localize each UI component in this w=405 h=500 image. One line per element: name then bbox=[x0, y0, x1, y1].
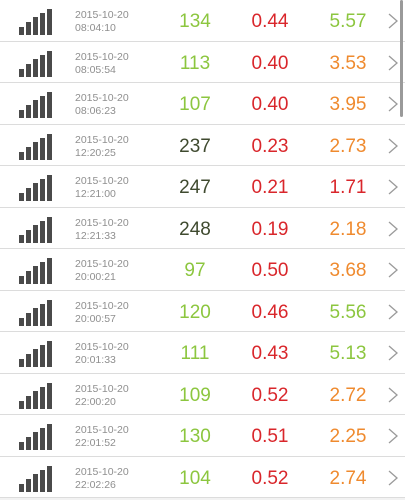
row-time: 20:00:21 bbox=[75, 271, 116, 283]
chevron-right-icon[interactable] bbox=[386, 470, 400, 486]
row-value-2: 0.21 bbox=[251, 177, 289, 198]
chevron-right-icon[interactable] bbox=[386, 262, 400, 278]
row-value-2: 0.40 bbox=[251, 94, 289, 115]
list-item[interactable]: 2015-10-20 08:05:54 113 0.40 3.53 bbox=[0, 41, 405, 83]
row-time: 22:01:52 bbox=[75, 437, 116, 449]
row-value-1: 97 bbox=[184, 260, 206, 281]
row-date: 2015-10-20 bbox=[75, 424, 129, 436]
row-value-1: 107 bbox=[179, 94, 211, 115]
list-item[interactable]: 2015-10-20 20:00:21 97 0.50 3.68 bbox=[0, 249, 405, 291]
row-time: 22:00:20 bbox=[75, 395, 116, 408]
chevron-right-icon[interactable] bbox=[386, 55, 400, 71]
row-value-1: 247 bbox=[179, 177, 211, 198]
scrollbar[interactable] bbox=[400, 0, 403, 117]
chevron-right-icon[interactable] bbox=[386, 345, 400, 361]
chevron-right-icon[interactable] bbox=[386, 304, 400, 320]
signal-bars-icon bbox=[19, 465, 53, 492]
row-value-3: 5.56 bbox=[329, 301, 367, 323]
row-date: 2015-10-20 bbox=[75, 133, 129, 146]
row-value-1: 104 bbox=[179, 467, 211, 489]
list-item[interactable]: 2015-10-20 12:21:00 247 0.21 1.71 bbox=[0, 166, 405, 208]
row-value-2: 0.50 bbox=[251, 260, 289, 281]
row-value-2: 0.23 bbox=[251, 135, 289, 157]
chevron-right-icon[interactable] bbox=[386, 96, 400, 112]
list-item[interactable]: 2015-10-20 12:20:25 237 0.23 2.73 bbox=[0, 124, 405, 166]
row-date: 2015-10-20 bbox=[75, 9, 129, 21]
chevron-right-icon[interactable] bbox=[386, 179, 400, 195]
row-value-2: 0.52 bbox=[251, 467, 289, 489]
row-value-2: 0.51 bbox=[251, 426, 289, 447]
row-value-1: 111 bbox=[180, 343, 210, 364]
row-time: 22:02:26 bbox=[75, 478, 116, 491]
list-item[interactable]: 2015-10-20 22:01:52 130 0.51 2.25 bbox=[0, 415, 405, 457]
row-value-3: 5.57 bbox=[329, 11, 367, 32]
row-date: 2015-10-20 bbox=[75, 175, 129, 187]
row-date: 2015-10-20 bbox=[75, 465, 129, 478]
row-date: 2015-10-20 bbox=[75, 299, 129, 312]
row-value-3: 3.68 bbox=[329, 260, 367, 281]
row-value-2: 0.52 bbox=[251, 384, 289, 406]
row-value-3: 5.13 bbox=[329, 343, 367, 364]
signal-bars-icon bbox=[19, 424, 53, 450]
row-value-3: 2.74 bbox=[329, 467, 367, 489]
chevron-right-icon[interactable] bbox=[386, 221, 400, 237]
row-date: 2015-10-20 bbox=[75, 216, 129, 229]
row-date: 2015-10-20 bbox=[75, 382, 129, 395]
row-value-1: 120 bbox=[179, 301, 211, 323]
row-time: 20:00:57 bbox=[75, 312, 116, 325]
signal-bars-icon bbox=[19, 133, 53, 160]
signal-bars-icon bbox=[19, 382, 53, 409]
signal-bars-icon bbox=[19, 299, 53, 326]
row-time: 08:04:10 bbox=[75, 22, 116, 34]
row-value-2: 0.46 bbox=[251, 301, 289, 323]
row-value-1: 237 bbox=[179, 135, 211, 157]
list-item[interactable]: 2015-10-20 12:21:33 248 0.19 2.18 bbox=[0, 207, 405, 249]
chevron-right-icon[interactable] bbox=[386, 428, 400, 444]
row-value-1: 248 bbox=[179, 218, 211, 240]
row-date: 2015-10-20 bbox=[75, 92, 129, 104]
list-item[interactable]: 2015-10-20 22:00:20 109 0.52 2.72 bbox=[0, 373, 405, 415]
row-value-1: 109 bbox=[179, 384, 211, 406]
list-item[interactable]: 2015-10-20 20:00:57 120 0.46 5.56 bbox=[0, 290, 405, 332]
list-item[interactable]: 2015-10-20 20:01:33 111 0.43 5.13 bbox=[0, 332, 405, 374]
chevron-right-icon[interactable] bbox=[386, 138, 400, 154]
signal-bars-icon bbox=[19, 216, 53, 243]
row-time: 08:06:23 bbox=[75, 105, 116, 117]
row-value-1: 130 bbox=[179, 426, 211, 447]
row-value-2: 0.43 bbox=[251, 343, 289, 364]
row-date: 2015-10-20 bbox=[75, 341, 129, 353]
row-value-2: 0.40 bbox=[251, 52, 289, 74]
list-item[interactable]: 2015-10-20 08:04:10 134 0.44 5.57 bbox=[0, 0, 405, 42]
row-value-3: 3.53 bbox=[329, 52, 367, 74]
chevron-right-icon[interactable] bbox=[386, 13, 400, 29]
row-time: 08:05:54 bbox=[75, 63, 116, 76]
row-value-1: 134 bbox=[179, 11, 211, 32]
row-time: 20:01:33 bbox=[75, 354, 116, 366]
row-time: 12:20:25 bbox=[75, 146, 116, 159]
list-item[interactable]: 2015-10-20 22:02:26 104 0.52 2.74 bbox=[0, 456, 405, 498]
row-value-3: 3.95 bbox=[329, 94, 367, 115]
row-time: 12:21:00 bbox=[75, 188, 116, 200]
row-value-2: 0.19 bbox=[251, 218, 289, 240]
row-value-3: 2.72 bbox=[329, 384, 367, 406]
signal-bars-icon bbox=[19, 9, 53, 35]
row-value-3: 2.25 bbox=[329, 426, 367, 447]
row-value-1: 113 bbox=[179, 52, 211, 74]
row-value-2: 0.44 bbox=[251, 11, 289, 32]
row-date: 2015-10-20 bbox=[75, 258, 129, 270]
list-item[interactable]: 2015-10-20 08:06:23 107 0.40 3.95 bbox=[0, 83, 405, 125]
signal-bars-icon bbox=[19, 258, 53, 284]
signal-bars-icon bbox=[19, 50, 53, 77]
signal-bars-icon bbox=[19, 341, 53, 367]
signal-bars-icon bbox=[19, 92, 53, 118]
chevron-right-icon[interactable] bbox=[386, 387, 400, 403]
row-value-3: 1.71 bbox=[329, 177, 367, 198]
row-date: 2015-10-20 bbox=[75, 50, 129, 63]
row-value-3: 2.18 bbox=[329, 218, 367, 240]
signal-bars-icon bbox=[19, 175, 53, 201]
row-value-3: 2.73 bbox=[329, 135, 367, 157]
row-time: 12:21:33 bbox=[75, 229, 116, 242]
